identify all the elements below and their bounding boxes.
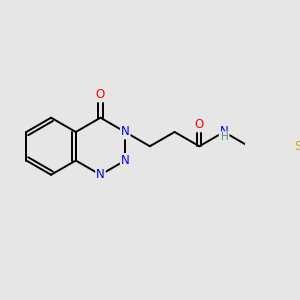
Text: S: S xyxy=(294,140,300,153)
Text: N: N xyxy=(121,154,130,167)
Text: H: H xyxy=(221,132,229,142)
Text: O: O xyxy=(96,88,105,101)
Text: N: N xyxy=(121,125,130,139)
Text: N: N xyxy=(96,168,105,181)
Text: N: N xyxy=(220,125,228,139)
Text: O: O xyxy=(195,118,204,131)
